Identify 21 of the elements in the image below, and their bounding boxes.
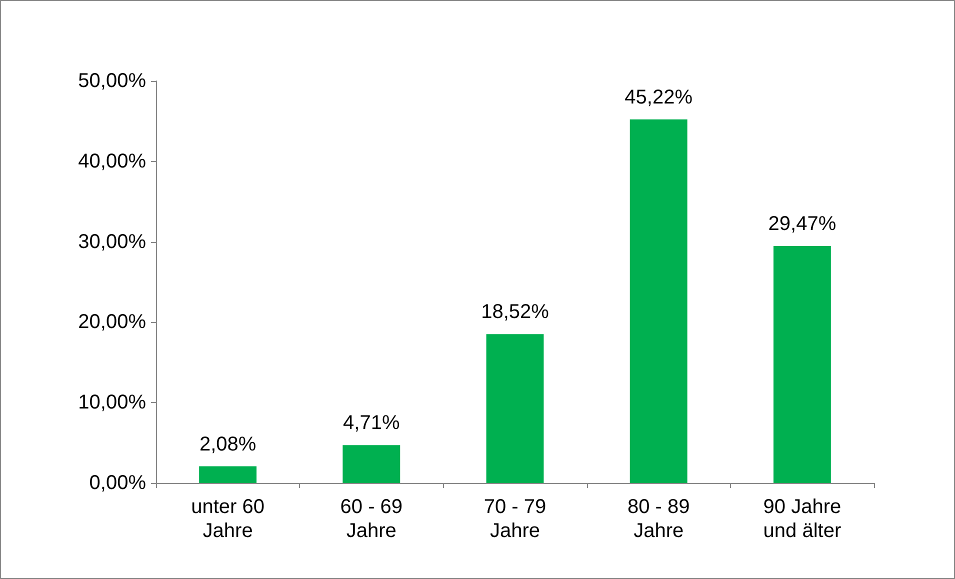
y-tick-label: 30,00% bbox=[78, 230, 146, 253]
y-tick-label: 50,00% bbox=[78, 70, 146, 92]
y-tick-label: 20,00% bbox=[78, 311, 146, 334]
data-label: 45,22% bbox=[624, 86, 693, 108]
x-tick-label: 70 - 79 Jahre bbox=[484, 496, 546, 542]
x-tick-label: 80 - 89 Jahre bbox=[627, 496, 690, 542]
data-label: 18,52% bbox=[481, 301, 550, 324]
bar bbox=[630, 119, 688, 483]
x-tick-label: 60 - 69 Jahre bbox=[340, 496, 403, 542]
bar bbox=[199, 466, 257, 483]
bar bbox=[486, 334, 544, 483]
data-label: 4,71% bbox=[343, 412, 400, 434]
x-tick-label: unter 60 Jahre bbox=[191, 496, 264, 542]
data-label: 2,08% bbox=[199, 433, 256, 456]
y-tick-label: 10,00% bbox=[78, 392, 146, 414]
data-label: 29,47% bbox=[768, 213, 836, 236]
bar bbox=[342, 445, 400, 483]
bar bbox=[773, 246, 831, 483]
x-tick-label: 90 Jahre und älter bbox=[763, 496, 842, 542]
y-tick-label: 40,00% bbox=[78, 150, 146, 172]
y-tick-label: 0,00% bbox=[89, 472, 146, 494]
